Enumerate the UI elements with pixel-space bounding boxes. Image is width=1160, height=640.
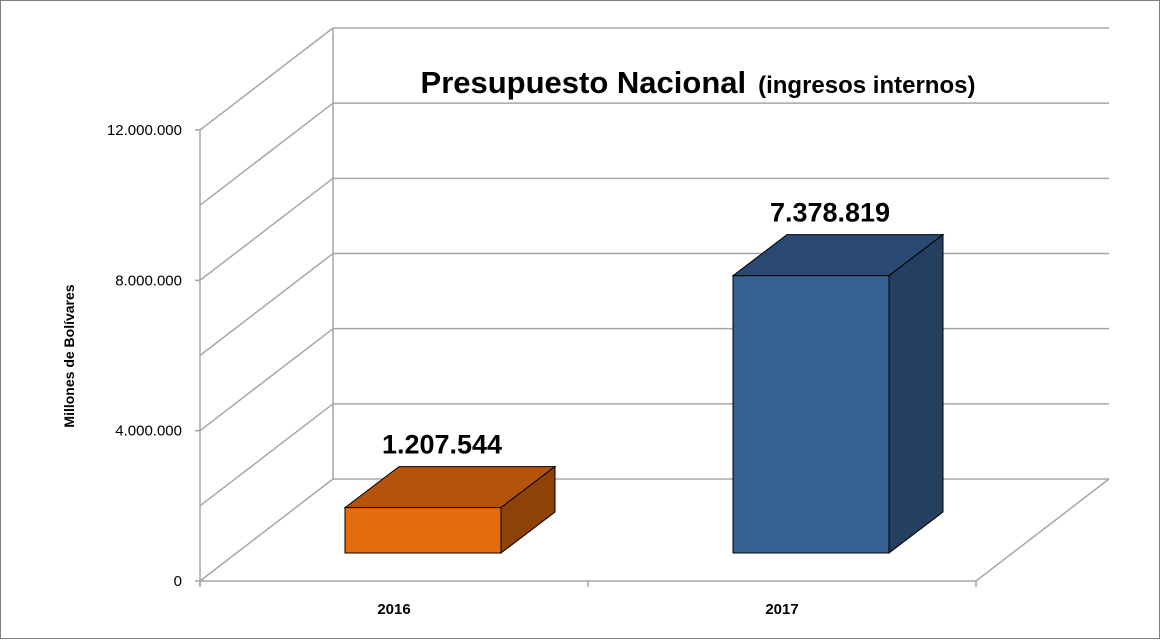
gridline-side	[199, 27, 334, 131]
chart-title-main: Presupuesto Nacional	[421, 65, 747, 100]
gridline-side-minor	[199, 252, 334, 357]
chart-axes: 0 4.000.000 8.000.000 12.000.000 2016 2017	[107, 122, 977, 618]
data-label: 7.378.819	[770, 198, 890, 228]
floor-left-edge	[199, 478, 334, 582]
gridline-side-minor	[199, 403, 334, 507]
bar-front	[732, 275, 890, 554]
floor-right-edge	[975, 478, 1110, 582]
chart-title: Presupuesto Nacional (ingresos internos)	[421, 65, 976, 100]
gridline-side	[199, 328, 334, 432]
chart-bars	[343, 233, 945, 555]
y-tick-label: 4.000.000	[115, 423, 182, 440]
bar-front	[344, 507, 502, 554]
chart-grid	[199, 27, 1110, 582]
data-label: 1.207.544	[382, 430, 502, 460]
y-tick-label: 8.000.000	[115, 272, 182, 289]
y-axis-label: Millones de Bolívares	[61, 284, 77, 427]
x-tick-label: 2017	[765, 601, 798, 618]
chart-labels: 1.207.544 7.378.819	[382, 198, 890, 460]
y-tick-label: 12.000.000	[107, 122, 182, 139]
x-tick-label: 2016	[377, 601, 410, 618]
gridline-side-minor	[199, 102, 334, 206]
chart-subtitle: (ingresos internos)	[758, 72, 975, 99]
bar-side	[888, 233, 944, 555]
y-tick-label: 0	[174, 573, 182, 590]
gridline-side	[199, 177, 334, 281]
